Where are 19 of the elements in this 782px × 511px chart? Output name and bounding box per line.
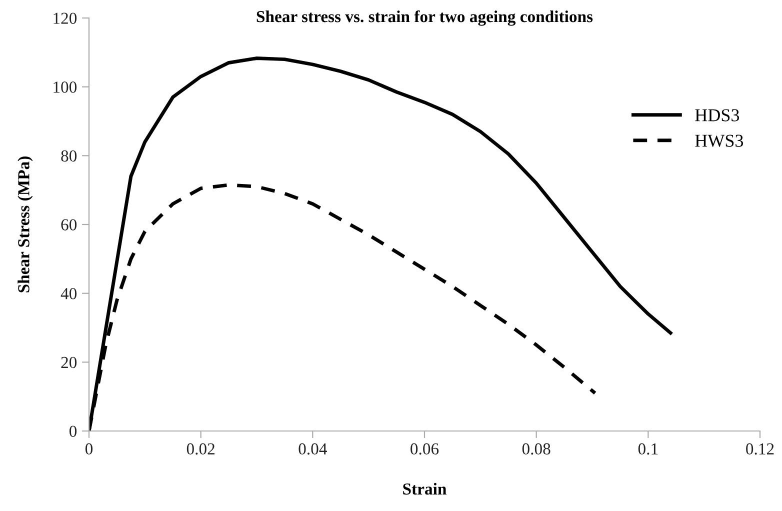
y-tick-label: 100 xyxy=(54,82,77,93)
x-tick-label: 0.02 xyxy=(186,443,214,455)
y-tick-label: 40 xyxy=(60,288,77,300)
legend-label: HDS3 xyxy=(695,109,740,122)
y-axis-title: Shear Stress (MPa) xyxy=(18,156,33,292)
x-tick-label: 0.04 xyxy=(298,443,327,455)
y-tick-label: 80 xyxy=(61,150,77,162)
x-tick-label: 0.06 xyxy=(410,443,439,455)
y-tick-label: 0 xyxy=(69,426,77,437)
y-tick-label: 120 xyxy=(54,12,77,24)
x-tick-label: 0.1 xyxy=(638,443,658,455)
y-tick-label: 60 xyxy=(61,219,77,230)
legend-label: HWS3 xyxy=(695,134,744,147)
x-axis-title: Strain xyxy=(403,482,446,495)
chart-title: Shear stress vs. strain for two ageing conditions xyxy=(256,10,593,26)
x-tick-label: 0.08 xyxy=(522,443,550,455)
x-tick-label: 0 xyxy=(85,443,93,455)
y-tick-label: 20 xyxy=(61,356,77,368)
x-tick-label: 0.12 xyxy=(746,443,774,455)
